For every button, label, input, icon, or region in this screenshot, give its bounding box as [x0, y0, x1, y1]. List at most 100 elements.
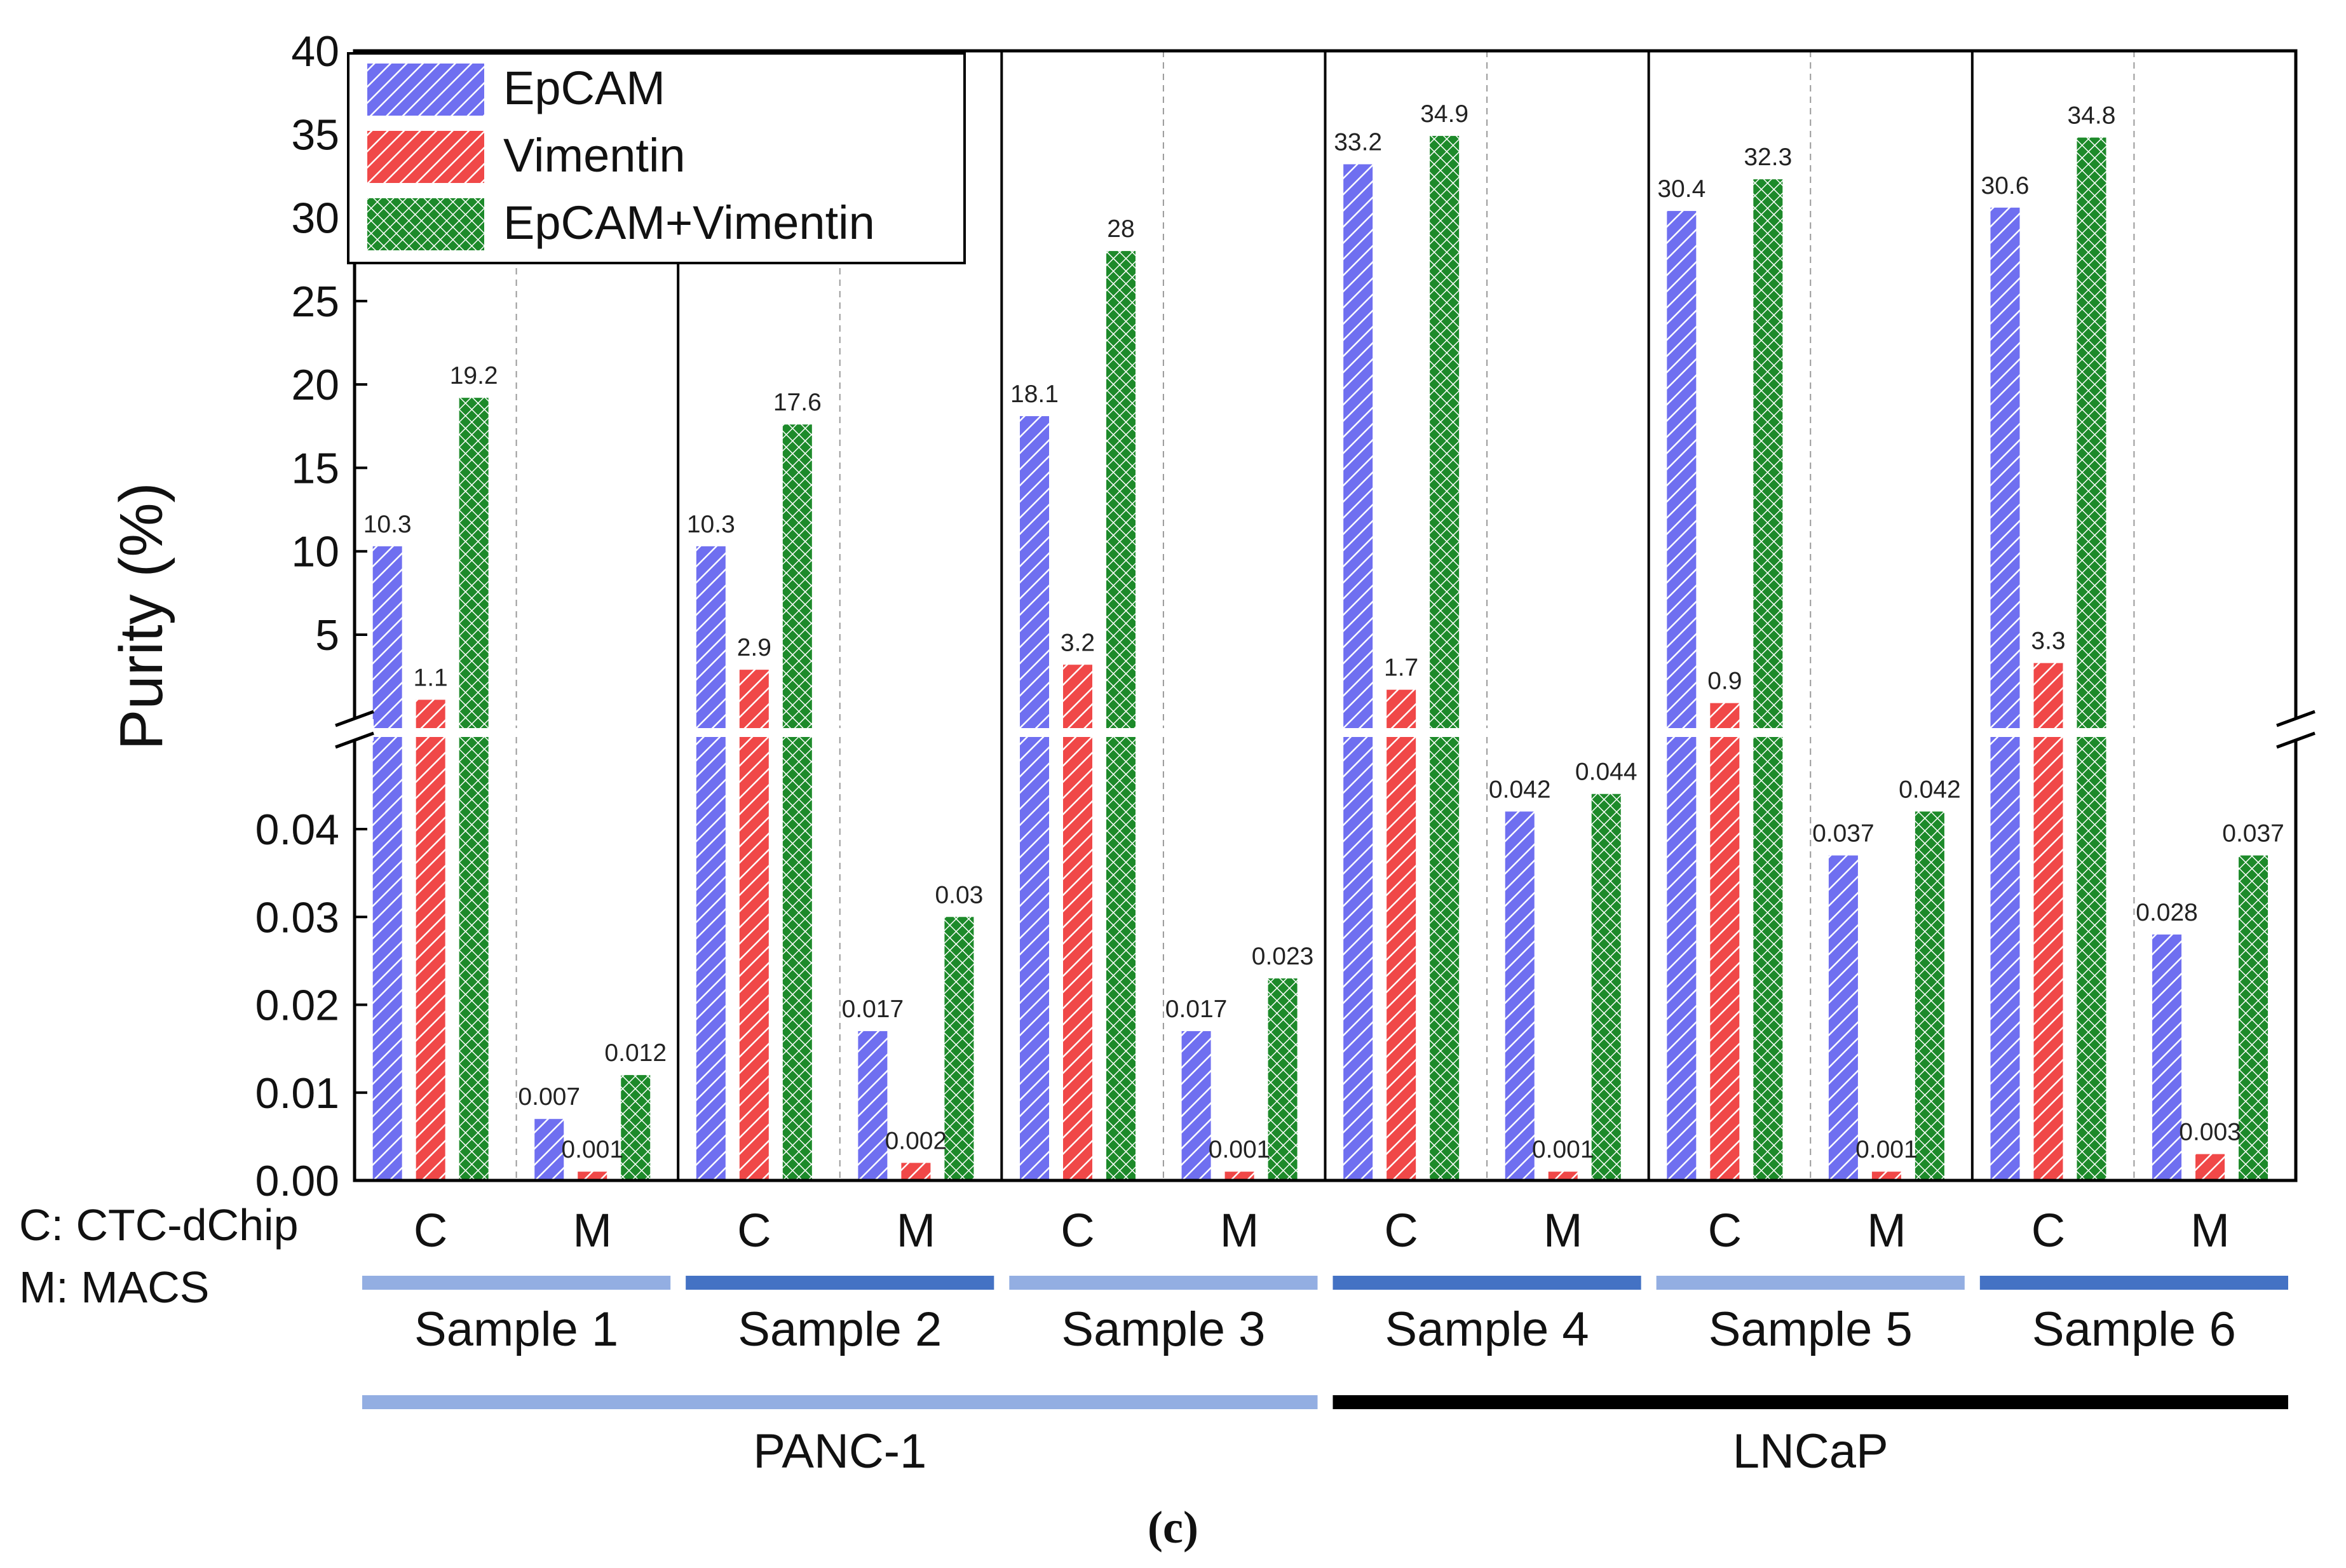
y-tick-label: 35	[291, 111, 339, 159]
data-label: 19.2	[450, 362, 498, 389]
cell-line-underline	[1332, 1395, 2288, 1409]
sample-label: Sample 4	[1385, 1302, 1589, 1356]
data-label: 0.023	[1252, 943, 1314, 970]
data-label: 10.3	[363, 511, 412, 538]
method-label: M	[2190, 1204, 2230, 1257]
data-label: 0.017	[1165, 996, 1228, 1023]
bar	[944, 917, 974, 1180]
data-label: 0.042	[1489, 776, 1551, 803]
bar	[1915, 811, 1944, 1180]
bars	[372, 135, 2268, 1180]
bar	[901, 1163, 931, 1180]
legend-label: Vimentin	[503, 129, 686, 182]
method-label: M	[1220, 1204, 1259, 1257]
sample-underline	[686, 1276, 994, 1290]
data-label: 0.001	[1532, 1136, 1594, 1163]
data-label: 10.3	[687, 511, 735, 538]
legend-label: EpCAM+Vimentin	[503, 196, 875, 249]
bar	[1181, 1031, 1211, 1180]
data-label: 32.3	[1744, 144, 1792, 171]
sample-label: Sample 5	[1709, 1302, 1913, 1356]
data-label: 0.042	[1899, 776, 1961, 803]
bar	[2239, 855, 2268, 1180]
bar-lower	[2033, 738, 2063, 1180]
bar	[621, 1075, 651, 1180]
bar	[2033, 663, 2063, 738]
data-label: 0.001	[1855, 1136, 1918, 1163]
data-label: 17.6	[773, 389, 822, 416]
data-label: 0.003	[2179, 1119, 2241, 1146]
y-tick-label: 20	[291, 361, 339, 409]
method-label: M	[573, 1204, 612, 1257]
bar	[2077, 137, 2106, 739]
bar-lower	[1019, 738, 1049, 1180]
bar	[1106, 251, 1136, 739]
bar-lower	[1387, 738, 1416, 1180]
data-label: 34.8	[2068, 102, 2116, 130]
chart-text: 10.3 1.1 19.2 C 0.007 0.001 0.012 M 10.3 2.9 17.6 C…	[19, 27, 2284, 1553]
y-tick-label: 0.01	[255, 1069, 339, 1118]
sample-underline	[1009, 1276, 1318, 1290]
cell-line-label: LNCaP	[1733, 1424, 1888, 1478]
bar-lower	[1062, 738, 1092, 1180]
bar	[578, 1172, 607, 1180]
legend-swatch	[367, 131, 484, 183]
bar	[1343, 164, 1373, 738]
y-tick-label: 0.00	[255, 1157, 339, 1205]
method-legend-c: C: CTC-dChip	[19, 1200, 299, 1250]
data-label: 0.028	[2136, 899, 2198, 926]
y-tick-label: 5	[315, 611, 339, 659]
sample-label: Sample 3	[1061, 1302, 1265, 1356]
sample-underline	[1332, 1276, 1641, 1290]
sample-label: Sample 2	[738, 1302, 942, 1356]
break-mark-right	[2276, 710, 2315, 727]
legend: EpCAM Vimentin EpCAM+Vimentin	[347, 52, 966, 264]
bar-lower	[739, 738, 769, 1180]
sample-label: Sample 1	[414, 1302, 618, 1356]
y-tick-label: 0.02	[255, 982, 339, 1030]
bar-lower	[459, 738, 489, 1180]
figure-caption: (c)	[1148, 1502, 1198, 1553]
bar	[1430, 135, 1460, 738]
bar-lower	[1430, 738, 1460, 1180]
cell-line-underline	[362, 1395, 1318, 1409]
y-tick-label: 25	[291, 278, 339, 326]
legend-swatch	[367, 198, 484, 250]
data-label: 30.4	[1657, 175, 1705, 203]
bar-lower	[1343, 738, 1373, 1180]
data-label: 33.2	[1334, 129, 1382, 156]
bar-lower	[372, 738, 402, 1180]
method-legend-m: M: MACS	[19, 1262, 209, 1312]
y-tick-label: 15	[291, 444, 339, 492]
bar	[696, 546, 726, 738]
data-label: 0.037	[1812, 820, 1875, 847]
sample-underline	[362, 1276, 671, 1290]
data-label: 0.044	[1575, 759, 1637, 786]
bar	[1548, 1172, 1578, 1180]
method-label: C	[414, 1204, 447, 1257]
bar-lower	[1106, 738, 1136, 1180]
bar-lower	[1710, 738, 1740, 1180]
bar	[2195, 1154, 2225, 1180]
method-label: C	[737, 1204, 771, 1257]
data-label: 0.012	[604, 1039, 667, 1067]
sample-label: Sample 6	[2032, 1302, 2236, 1356]
break-mark-left	[335, 710, 374, 727]
bar	[1224, 1172, 1254, 1180]
bar	[1667, 211, 1697, 738]
method-label: C	[1061, 1204, 1094, 1257]
y-tick-label: 30	[291, 194, 339, 243]
data-label: 34.9	[1420, 100, 1468, 128]
bar-lower	[696, 738, 726, 1180]
data-label: 0.007	[518, 1083, 580, 1111]
bar	[782, 424, 812, 738]
bar	[1268, 978, 1298, 1180]
y-tick-label: 10	[291, 528, 339, 576]
bar	[1505, 811, 1535, 1180]
bar	[2152, 934, 2182, 1180]
data-label: 0.002	[885, 1127, 947, 1154]
bar	[372, 546, 402, 738]
cell-line-label: PANC-1	[753, 1424, 926, 1478]
bar-lower	[1753, 738, 1783, 1180]
